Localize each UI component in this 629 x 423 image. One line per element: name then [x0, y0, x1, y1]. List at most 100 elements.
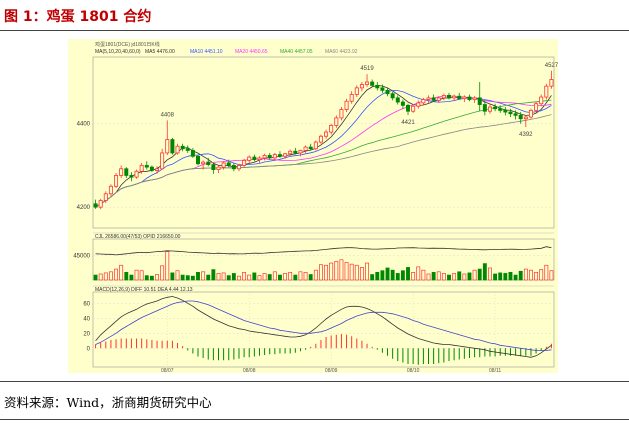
candle-up — [523, 115, 528, 128]
x-tick-label: 08/10 — [407, 368, 420, 373]
candle-up — [257, 156, 262, 163]
candle-body — [318, 135, 323, 143]
candle-up — [216, 165, 221, 173]
candle-down — [482, 100, 487, 116]
volume-bar — [129, 274, 134, 281]
volume-bar — [523, 268, 528, 281]
candle-body — [375, 84, 380, 89]
volume-bar — [426, 273, 431, 281]
candle-down — [93, 199, 98, 209]
candle-body — [124, 168, 129, 176]
volume-bar — [288, 271, 293, 281]
candle-down — [277, 151, 282, 158]
candle-body — [400, 101, 405, 106]
volume-bar — [467, 272, 472, 281]
candle-up — [108, 184, 113, 197]
candle-up — [324, 129, 329, 139]
candle-up — [452, 94, 457, 102]
macd-tick-label: 20 — [83, 331, 90, 337]
candlestick-chart: 4200 4400 鸡蛋1801(DCE) jd1801日K线 MA(5,10,20,… — [68, 39, 559, 374]
candle-down — [447, 92, 451, 100]
volume-bar — [190, 275, 195, 281]
candle-up — [139, 162, 144, 174]
candle-body — [390, 93, 395, 99]
candle-body — [288, 150, 293, 155]
candle-up — [242, 158, 247, 168]
candle-body — [226, 162, 231, 166]
volume-bar — [385, 267, 390, 281]
candle-body — [441, 94, 446, 99]
volume-bar — [165, 251, 170, 281]
candle-up — [528, 108, 533, 119]
volume-bar — [436, 271, 441, 281]
volume-bar — [272, 271, 277, 281]
candle-body — [354, 87, 359, 95]
ma-value-label: MA60 4423.92 — [325, 49, 358, 55]
candle-body — [457, 95, 462, 100]
candle-down — [231, 162, 236, 172]
volume-frame — [92, 238, 555, 281]
candle-body — [544, 85, 549, 98]
candle-body — [359, 84, 364, 89]
candle-body — [421, 99, 426, 104]
volume-bar — [98, 273, 103, 281]
candle-down — [196, 154, 200, 166]
x-tick-label: 08/07 — [161, 368, 174, 373]
candle-body — [467, 96, 472, 100]
candle-up — [247, 155, 252, 163]
candle-body — [482, 104, 487, 112]
price-annotation: 4527 — [545, 63, 558, 69]
end-rule — [0, 419, 629, 420]
volume-bar — [359, 267, 364, 281]
volume-bar — [226, 275, 231, 281]
volume-bar — [518, 270, 523, 281]
volume-bar — [462, 273, 467, 281]
candle-up — [313, 140, 318, 151]
candle-down — [370, 79, 375, 88]
ma-value-label: MA10 4451.10 — [190, 49, 223, 55]
candle-body — [365, 81, 370, 85]
volume-bar — [124, 271, 129, 281]
candle-body — [149, 166, 154, 171]
candle-down — [170, 137, 175, 155]
volume-bar — [119, 264, 124, 281]
volume-bar — [103, 272, 108, 281]
candle-down — [390, 92, 395, 101]
candle-up — [354, 85, 359, 98]
candle-down — [375, 82, 380, 91]
ma60-line — [95, 114, 552, 208]
candle-body — [134, 170, 139, 178]
candle-body — [385, 89, 390, 95]
price-tick-label: 4200 — [77, 205, 91, 211]
volume-bar — [344, 262, 349, 281]
price-tick-label: 4400 — [77, 122, 91, 128]
candle-down — [431, 94, 436, 103]
candle-down — [385, 87, 390, 97]
volume-bar — [411, 271, 416, 281]
candle-up — [303, 145, 308, 153]
volume-bar — [303, 271, 308, 281]
candle-down — [180, 143, 185, 152]
chart-grid — [92, 56, 555, 368]
volume-bar — [257, 275, 262, 281]
candle-down — [498, 105, 503, 113]
candle-up — [288, 149, 293, 157]
candle-body — [349, 94, 354, 102]
candle-body — [236, 165, 241, 170]
candle-down — [513, 110, 518, 120]
volume-bar — [539, 269, 544, 281]
candle-down — [457, 92, 462, 100]
volume-bar — [216, 273, 221, 281]
volume-bar — [482, 263, 487, 281]
candle-body — [539, 96, 544, 105]
candle-body — [155, 168, 160, 171]
volume-bar — [160, 265, 165, 281]
candle-up — [165, 120, 170, 156]
candle-body — [190, 150, 195, 157]
candle-body — [344, 100, 349, 110]
volume-bar — [380, 270, 385, 281]
candle-body — [185, 148, 190, 151]
volume-bar — [421, 269, 426, 281]
candle-body — [339, 109, 344, 119]
candle-down — [508, 108, 513, 118]
